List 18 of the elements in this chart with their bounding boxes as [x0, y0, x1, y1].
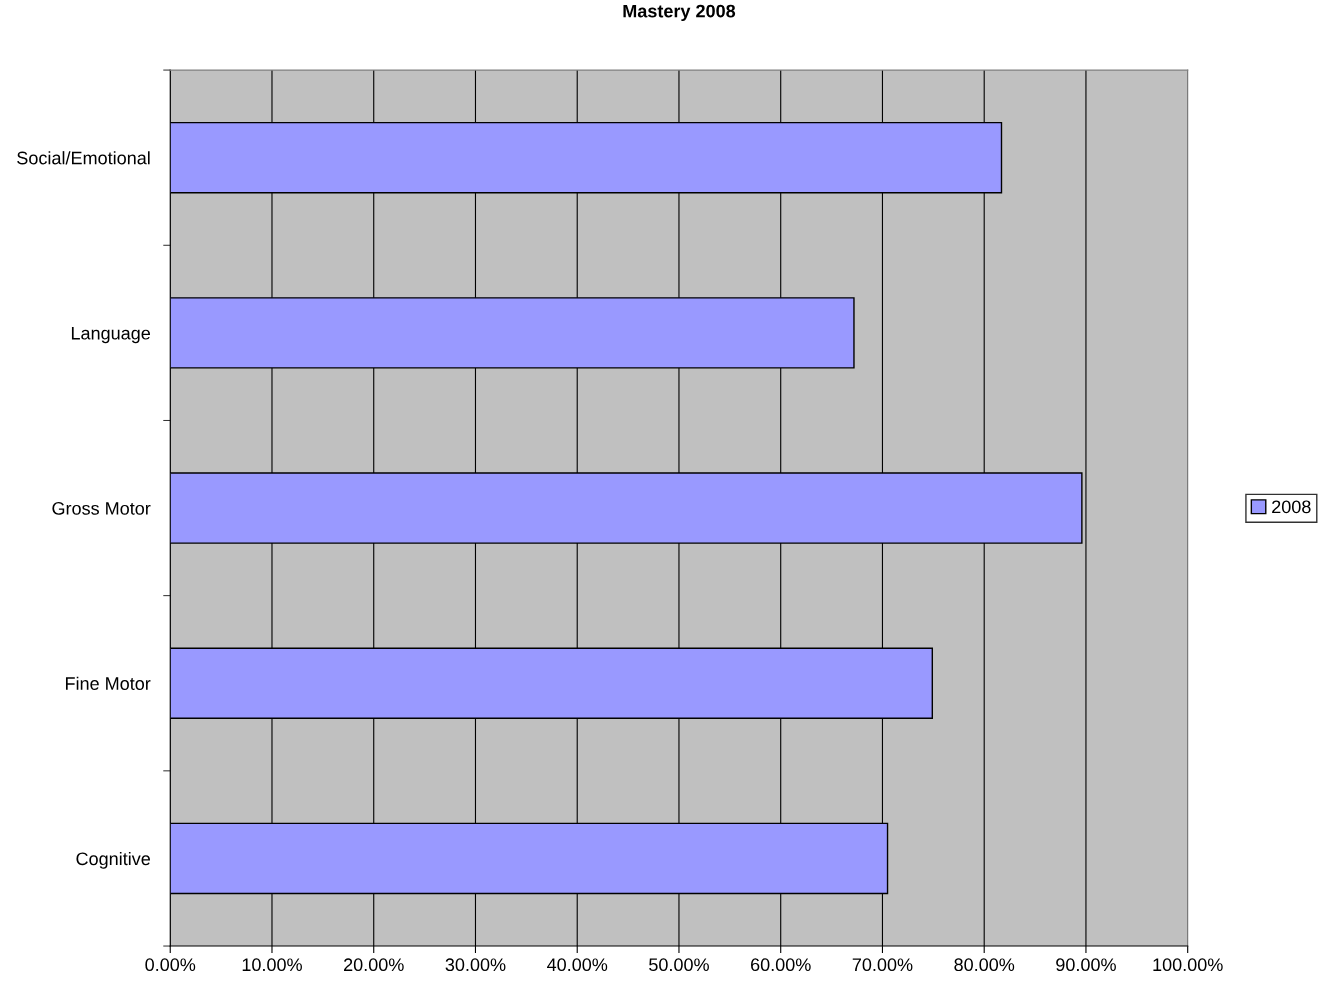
y-tick-label: Gross Motor — [52, 501, 151, 515]
x-tick-label: 30.00% — [445, 958, 506, 972]
x-tick-label: 40.00% — [547, 958, 608, 972]
y-tick-label: Language — [71, 326, 150, 344]
x-tick-label: 20.00% — [344, 958, 404, 972]
y-tick-label: Fine Motor — [65, 676, 151, 690]
x-tick-label: 10.00% — [242, 958, 302, 972]
x-tick-label: 80.00% — [954, 958, 1015, 972]
x-tick-label: 0.00% — [145, 958, 196, 972]
x-tick-label: 90.00% — [1056, 958, 1116, 972]
legend-label: 2008 — [1272, 500, 1311, 514]
x-tick-label: 70.00% — [852, 958, 913, 972]
x-tick-label: 50.00% — [649, 958, 709, 972]
y-tick-label: Cognitive — [76, 851, 150, 869]
x-tick-label: 60.00% — [751, 958, 811, 972]
x-tick-label: 100.00% — [1153, 958, 1223, 972]
chart-title: Mastery 2008 — [623, 4, 736, 22]
y-tick-label: Social/Emotional — [17, 151, 150, 165]
